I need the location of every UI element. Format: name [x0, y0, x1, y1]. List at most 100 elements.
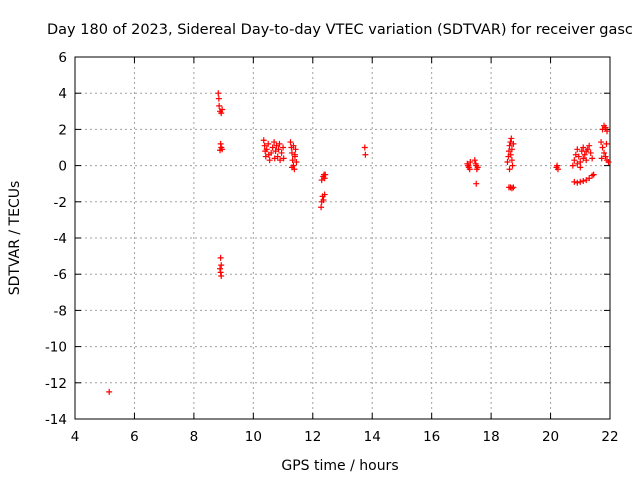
chart-title: Day 180 of 2023, Sidereal Day-to-day VTE…	[47, 22, 633, 38]
data-point	[586, 175, 593, 182]
data-point	[583, 148, 590, 155]
x-tick-label: 12	[304, 429, 321, 445]
data-point	[266, 157, 273, 164]
data-point	[289, 157, 296, 164]
data-point	[280, 144, 287, 151]
x-tick-label: 20	[542, 429, 559, 445]
data-point	[320, 196, 327, 203]
x-axis-label: GPS time / hours	[281, 458, 398, 474]
data-point	[217, 254, 224, 261]
data-point	[508, 146, 515, 153]
data-point	[574, 146, 581, 153]
data-point	[587, 149, 594, 156]
data-point	[605, 158, 612, 165]
data-point	[507, 151, 514, 158]
data-point	[361, 144, 368, 151]
data-point	[575, 153, 582, 160]
y-tick-label: 0	[58, 159, 67, 175]
data-point	[362, 151, 369, 158]
data-point	[580, 177, 587, 184]
y-tick-label: 6	[58, 50, 67, 66]
data-point	[474, 164, 481, 171]
x-tick-label: 22	[601, 429, 618, 445]
data-point	[215, 90, 222, 97]
y-tick-label: -12	[45, 376, 67, 392]
x-tick-label: 16	[423, 429, 440, 445]
grid	[75, 57, 610, 419]
data-point	[268, 149, 275, 156]
data-point	[554, 162, 561, 169]
data-point	[571, 157, 578, 164]
data-point	[318, 204, 325, 211]
y-tick-label: -2	[54, 195, 67, 211]
data-point	[467, 158, 474, 165]
data-point	[215, 95, 222, 102]
data-point	[260, 137, 267, 144]
x-tick-label: 4	[71, 429, 80, 445]
data-point	[464, 162, 471, 169]
data-point	[291, 151, 298, 158]
y-tick-label: 2	[58, 122, 67, 138]
data-point	[574, 179, 581, 186]
data-point	[602, 124, 609, 131]
data-point	[504, 158, 511, 165]
data-point	[321, 175, 328, 182]
data-point	[292, 146, 299, 153]
data-point	[574, 160, 581, 167]
data-point	[293, 158, 300, 165]
data-point	[290, 142, 297, 149]
data-point	[599, 144, 606, 151]
data-point	[590, 171, 597, 178]
data-point	[219, 146, 226, 153]
data-point	[280, 155, 287, 162]
y-axis-label: SDTVAR / TECUs	[7, 181, 23, 296]
y-tick-label: -6	[54, 267, 67, 283]
data-point	[466, 166, 473, 173]
data-point	[219, 106, 226, 113]
data-point	[506, 142, 513, 149]
data-point	[218, 262, 225, 269]
data-point	[471, 157, 478, 164]
data-series	[106, 90, 612, 395]
data-point	[577, 178, 584, 185]
data-point	[106, 388, 113, 395]
y-tick-label: -10	[45, 340, 67, 356]
data-point	[269, 144, 276, 151]
data-point	[601, 149, 608, 156]
x-tick-label: 10	[245, 429, 262, 445]
data-point	[506, 166, 513, 173]
data-point	[586, 142, 593, 149]
data-point	[510, 140, 517, 147]
data-point	[276, 140, 283, 147]
data-point	[216, 102, 223, 109]
data-point	[509, 162, 516, 169]
data-point	[603, 140, 610, 147]
data-point	[508, 135, 515, 142]
data-point	[288, 164, 295, 171]
data-point	[508, 157, 515, 164]
data-point	[510, 184, 517, 191]
data-point	[277, 157, 284, 164]
y-tick-label: 4	[58, 86, 67, 102]
data-point	[569, 162, 576, 169]
y-tick-label: -8	[54, 303, 67, 319]
data-point	[589, 155, 596, 162]
data-point	[571, 178, 578, 185]
data-point	[581, 151, 588, 158]
data-point	[589, 172, 596, 179]
x-tick-label: 8	[190, 429, 199, 445]
x-tick-label: 14	[364, 429, 381, 445]
data-point	[263, 146, 270, 153]
y-tick-label: -14	[45, 412, 67, 428]
data-point	[274, 153, 281, 160]
data-point	[577, 164, 584, 171]
data-point	[580, 144, 587, 151]
x-tick-label: 18	[483, 429, 500, 445]
data-point	[598, 155, 605, 162]
data-point	[287, 139, 294, 146]
data-point	[554, 166, 561, 173]
data-point	[261, 142, 268, 149]
data-point	[321, 191, 328, 198]
data-point	[218, 273, 225, 280]
